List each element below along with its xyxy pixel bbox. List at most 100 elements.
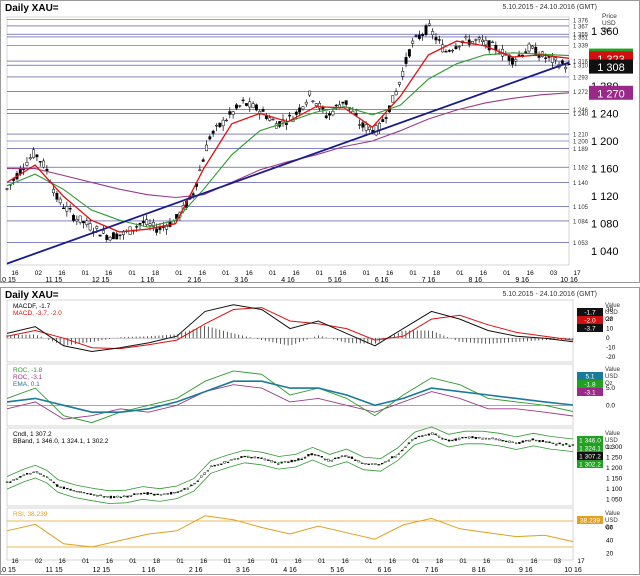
indicator-x-month-label: 9 16	[519, 567, 533, 574]
indicator-candle-body	[82, 491, 86, 494]
indicator-candle-body	[86, 493, 89, 495]
price-level-label: 1 339	[573, 44, 589, 50]
indicator-candle-body	[22, 474, 25, 476]
indicator-candle-body	[139, 493, 143, 495]
indicator-candle-body	[307, 454, 310, 457]
price-candle-body	[288, 114, 292, 117]
indicator-candle-body	[404, 446, 407, 448]
indicator-unit-label: Oz	[605, 317, 613, 323]
price-x-day-label: 16	[527, 270, 535, 277]
price-candle-body	[524, 51, 528, 54]
price-candle-body	[391, 95, 395, 103]
price-candle-body	[311, 100, 315, 102]
indicator-candle-body	[354, 459, 357, 461]
price-candle-body	[75, 219, 79, 222]
indicator-candle-body	[340, 455, 344, 457]
indicator-candle-body	[494, 438, 498, 441]
price-x-day-label: 18	[433, 270, 441, 277]
indicator-candle-body	[478, 437, 481, 439]
indicator-badge-label: -3.7	[584, 326, 596, 333]
indicator-x-day-label: 18	[436, 558, 444, 565]
price-candle-body	[35, 154, 39, 158]
indicator-candle-body	[113, 496, 116, 498]
indicator-candle-body	[555, 444, 558, 446]
indicator-panel-title: Daily XAU=	[5, 290, 59, 301]
price-candle-body	[268, 117, 272, 121]
price-candle-body	[241, 99, 245, 102]
indicator-candle-body	[528, 439, 531, 442]
indicator-badge-box	[577, 324, 603, 332]
indicator-axis-tick-label: 60	[606, 525, 614, 532]
bollinger-mid-band	[6, 432, 574, 498]
indicator-candle-body	[561, 444, 565, 446]
price-candle-body	[544, 57, 548, 59]
indicator-unit-label: USD	[605, 374, 618, 380]
indicator-x-day-label: 16	[106, 558, 114, 565]
price-x-month-label: 8 16	[469, 277, 483, 284]
indicator-candle-body	[417, 435, 421, 438]
price-candle-body	[284, 122, 288, 125]
price-candle-body	[301, 106, 305, 110]
indicator-x-month-label: 2 16	[189, 567, 203, 574]
price-level-label: 1 084	[573, 219, 589, 225]
price-candle-body	[444, 51, 448, 53]
price-candle-body	[481, 39, 484, 43]
indicator-unit-label: Value	[605, 431, 621, 437]
indicator-candle-body	[370, 463, 374, 465]
indicator-candle-body	[109, 495, 112, 499]
price-candle-body	[477, 37, 481, 40]
indicator-candle-body	[36, 471, 39, 474]
price-level-label: 1 355	[573, 33, 589, 39]
price-candle-body	[414, 35, 418, 37]
indicator-candle-body	[545, 441, 548, 443]
indicator-candle-body	[146, 492, 149, 495]
indicator-candle-body	[62, 486, 66, 490]
indicator-candle-body	[360, 462, 364, 465]
indicator-candle-body	[511, 441, 514, 443]
price-candle-body	[105, 235, 109, 240]
indicator-unit-label: Oz	[605, 525, 613, 531]
price-candle-body	[394, 91, 398, 96]
indicator-x-month-label: 10 15	[1, 567, 16, 574]
price-candle-body	[407, 49, 411, 57]
price-x-day-label: 16	[386, 270, 394, 277]
indicator-badge-label: 1 307.2	[579, 454, 601, 461]
indicator-x-day-label: 01	[412, 558, 420, 565]
indicator-candle-body	[32, 471, 35, 473]
indicator-candle-body	[15, 478, 19, 480]
indicator-x-day-label: 01	[365, 558, 373, 565]
indicator-candle-body	[565, 443, 568, 445]
price-x-month-label: 9 16	[515, 277, 529, 284]
price-candle-body	[511, 57, 514, 65]
indicator-candle-body	[330, 460, 333, 462]
indicator-axis-tick-label: 1 300	[606, 444, 623, 451]
indicator-candle-body	[434, 433, 437, 435]
indicator-candle-body	[223, 461, 226, 464]
indicator-badge-label: -2.0	[584, 318, 596, 325]
indicator-axis-tick-label: 1 250	[606, 455, 623, 462]
price-candle-body	[328, 113, 332, 116]
price-candle-body	[314, 103, 318, 106]
moving-average-fast-line	[6, 40, 570, 233]
price-x-day-label: 16	[11, 270, 19, 277]
indicator-candle-body	[391, 456, 394, 459]
indicator-x-day-label: 01	[129, 558, 137, 565]
price-candle-body	[527, 43, 531, 52]
indicator-badge-box	[577, 516, 603, 524]
indicator-axis-tick-label: -10	[606, 345, 616, 352]
price-axis-tick-label: 1 120	[591, 191, 619, 203]
price-candle-body	[567, 63, 571, 66]
indicator-candle-body	[273, 461, 277, 463]
indicator-candle-body	[367, 463, 370, 466]
price-candle-body	[484, 40, 488, 46]
indicator-candle-body	[230, 459, 233, 461]
indicator-candle-body	[260, 457, 263, 459]
price-candle-body	[235, 104, 238, 109]
indicator-x-day-label: 16	[389, 558, 397, 565]
price-level-label: 1 293	[573, 75, 589, 81]
indicator-candle-body	[424, 434, 427, 436]
indicator-candle-body	[384, 461, 387, 463]
indicator-candle-body	[548, 441, 551, 443]
indicator-candle-body	[350, 456, 354, 459]
indicator-x-day-label: 02	[35, 558, 43, 565]
